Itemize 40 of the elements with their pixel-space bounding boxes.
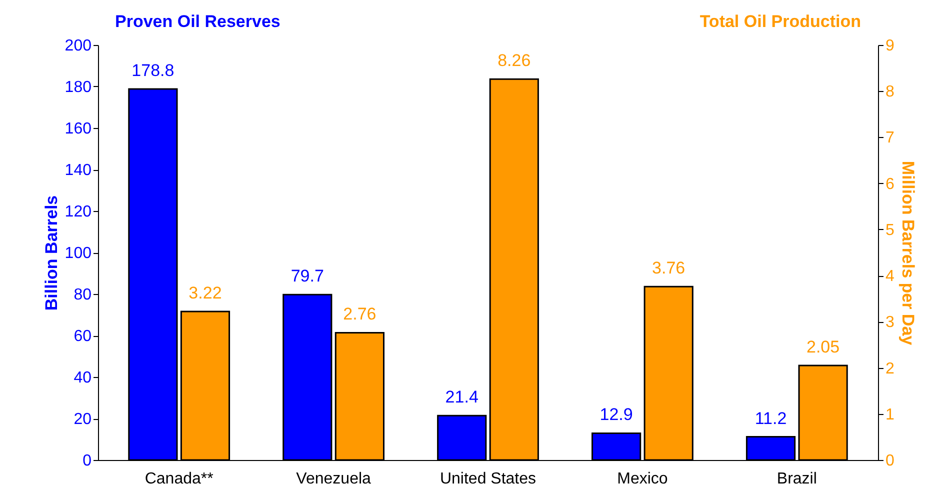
x-tick-label: Mexico: [617, 470, 668, 488]
y-tick-label: 80: [74, 286, 92, 304]
y2-tick-label: 5: [886, 222, 894, 239]
text: Total Oil Production: [700, 12, 861, 32]
y2-tick-label: 7: [886, 130, 894, 147]
data-label: 3.76: [652, 258, 686, 278]
data-label: 11.2: [754, 408, 787, 428]
data-label: 79.7: [290, 266, 324, 286]
y-tick-label: 160: [64, 120, 92, 138]
data-label: 21.4: [445, 388, 478, 407]
y2-tick-label: 8: [886, 84, 894, 101]
data-label: 2.05: [806, 337, 840, 356]
data-label: 12.9: [600, 405, 633, 424]
y2-tick-label: 1: [886, 406, 894, 424]
y-tick-label: 140: [64, 162, 92, 179]
y-tick-label: 120: [64, 204, 92, 220]
x-tick-label: Venezuela: [296, 470, 372, 488]
y2-tick-label: 6: [886, 176, 894, 193]
x-tick-label: United States: [440, 470, 536, 488]
y-tick-label: 0: [82, 452, 92, 470]
y-axis-title: Billion Barrels: [42, 195, 61, 311]
y-tick-label: 60: [74, 328, 92, 345]
y2-axis-title: Million Barrels per Day: [898, 160, 918, 346]
data-label: 178.8: [132, 60, 174, 80]
y2-tick-label: 4: [886, 268, 894, 286]
y-tick-label: 200: [64, 38, 92, 54]
data-label: 8.26: [498, 51, 531, 70]
text: Proven Oil Reserves: [115, 12, 280, 32]
y-tick-label: 180: [64, 79, 92, 96]
x-tick-label: Brazil: [776, 470, 817, 488]
y2-tick-label: 9: [886, 38, 894, 54]
x-tick-label: Canada**: [144, 470, 214, 488]
data-label: 3.22: [188, 284, 222, 303]
y2-tick-label: 3: [886, 314, 894, 332]
y-tick-label: 100: [64, 245, 92, 262]
data-label: 2.76: [343, 304, 376, 324]
y-tick-label: 40: [74, 370, 92, 386]
y-tick-label: 20: [74, 411, 92, 428]
y2-tick-label: 2: [886, 360, 894, 378]
y2-tick-label: 0: [886, 452, 894, 470]
